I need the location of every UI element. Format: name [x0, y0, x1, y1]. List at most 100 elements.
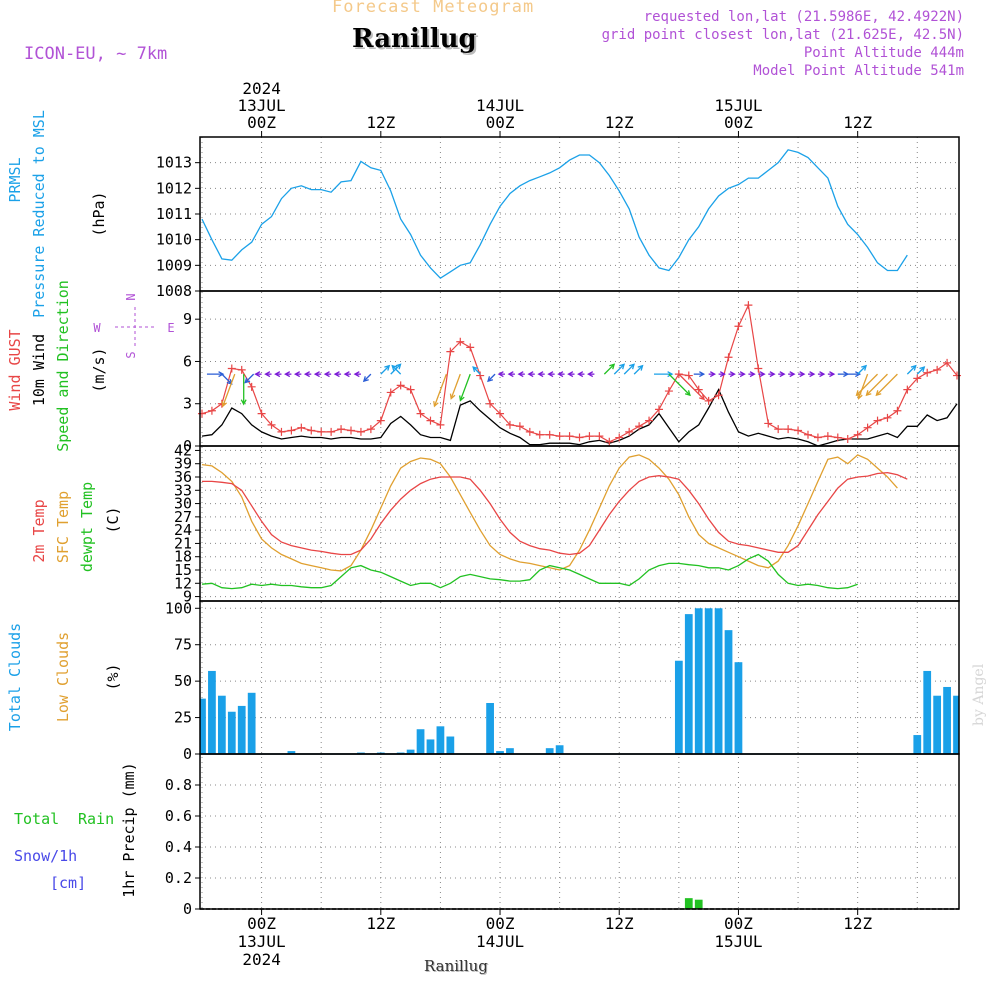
wind-arrow-shaft — [678, 373, 705, 400]
precip-snow-unit-label: [cm] — [50, 874, 86, 892]
wind-gust-marker — [833, 433, 842, 442]
wind-arrow-head — [699, 371, 706, 378]
wind-gust-marker — [923, 368, 932, 377]
wind-unit-label: (m/s) — [90, 347, 108, 392]
wind-arrow-head — [759, 371, 766, 378]
wind-arrow-head — [861, 364, 868, 371]
wind-gust-marker — [625, 427, 634, 436]
wind-arrow-head — [353, 371, 360, 378]
pressure-unit-label: (hPa) — [90, 191, 108, 236]
chart-subtitle: Forecast Meteogram — [332, 0, 535, 17]
wind-direction-arrow — [240, 374, 247, 406]
dewpoint-axis-label: dewpt Temp — [78, 482, 96, 572]
wind-arrow-head — [789, 371, 796, 378]
cloud-bar — [446, 736, 455, 754]
wind-gust-marker — [863, 423, 872, 432]
wind-arrow-head — [875, 390, 882, 397]
y-tick-label: 0 — [183, 745, 192, 763]
wind-gust-marker — [267, 420, 276, 429]
wind-gust-marker — [317, 427, 326, 436]
wind-direction-arrow — [916, 366, 926, 375]
wind-gust-marker — [684, 371, 693, 380]
cloud-bar — [943, 686, 951, 754]
wind-gust-marker — [297, 423, 306, 432]
y-tick-label: 15 — [174, 561, 192, 579]
y-tick-label: 33 — [174, 481, 192, 499]
wind-arrow-head — [667, 371, 674, 378]
compass-label: E — [167, 321, 174, 335]
cloud-bar — [694, 608, 703, 754]
sfc-temp-axis-label: SFC Temp — [54, 491, 72, 563]
wind-arrow-head — [240, 399, 247, 406]
y-tick-label: 27 — [174, 508, 192, 526]
y-tick-label: 1013 — [156, 154, 192, 172]
wind-arrow-head — [274, 371, 281, 378]
wind-direction-arrow — [768, 371, 776, 378]
wind-direction-arrow — [527, 371, 535, 378]
wind-gust-marker — [366, 425, 375, 434]
wind-gust-marker — [545, 430, 554, 439]
wind-gust-marker — [853, 430, 862, 439]
wind-gust-marker — [694, 385, 703, 394]
wind-arrow-shaft — [875, 373, 898, 396]
wind-gust-marker — [774, 425, 783, 434]
wind-direction-axis-label: Speed and Direction — [54, 280, 72, 452]
wind-direction-arrow — [837, 371, 850, 378]
wind-speed-line — [201, 388, 958, 447]
wind-direction-arrow — [758, 371, 766, 378]
wind-gust-marker — [883, 413, 892, 422]
cloud-bar — [227, 711, 236, 754]
bottom-time-label: 14JUL — [476, 932, 524, 951]
wind-gust-marker — [217, 399, 226, 408]
wind-gust-marker — [575, 433, 584, 442]
cloud-bar — [416, 729, 425, 754]
wind-arrow-head — [819, 371, 826, 378]
wind-gust-marker — [446, 347, 455, 356]
wind-direction-arrow — [788, 371, 796, 378]
wind-gust-marker — [416, 409, 425, 418]
wind-arrow-head — [384, 364, 391, 371]
wind-arrow-head — [919, 366, 926, 373]
wind-direction-arrow — [748, 371, 756, 378]
top-time-label: 15JUL — [714, 96, 762, 115]
precip-axis-label: 1hr Precip (mm) — [120, 762, 138, 897]
wind-gust-marker — [197, 409, 206, 418]
wind-arrow-head — [362, 376, 369, 383]
wind-gust-marker — [913, 374, 922, 383]
wind-direction-arrow — [323, 371, 332, 378]
wind-direction-arrow — [865, 373, 888, 397]
rain-bar — [684, 898, 693, 909]
cloud-bar — [200, 698, 206, 754]
wind-gust-marker — [456, 337, 465, 346]
y-tick-label: 36 — [174, 468, 192, 486]
cloud-bar — [496, 751, 504, 754]
wind-gust-marker — [287, 426, 296, 435]
wind-arrow-head — [749, 371, 756, 378]
wind-direction-arrow — [798, 371, 806, 378]
wind-gust-marker — [307, 426, 316, 435]
wind-direction-arrow — [738, 371, 746, 378]
y-tick-label: 9 — [183, 588, 192, 606]
wind-direction-arrow — [693, 371, 706, 378]
y-tick-label: 1012 — [156, 179, 192, 197]
wind-direction-arrow — [293, 371, 302, 378]
wind-gust-marker — [496, 409, 505, 418]
y-tick-label: 0.6 — [165, 807, 192, 825]
precip-snow-label: Snow/1h — [14, 847, 77, 865]
wind-arrow-head — [619, 363, 626, 370]
cloud-bar — [247, 692, 256, 754]
wind-gust-marker — [505, 420, 514, 429]
wind-direction-arrow — [380, 364, 391, 375]
temp-2m-line — [202, 471, 908, 556]
wind-direction-arrow — [807, 371, 816, 378]
wind-direction-arrow — [577, 371, 585, 378]
wind-arrow-shaft — [391, 365, 402, 375]
wind-gust-marker — [535, 430, 544, 439]
total-clouds-axis-label: Total Clouds — [6, 623, 24, 731]
wind-arrow-shaft — [459, 373, 471, 401]
wind-arrow-shaft — [221, 373, 233, 385]
wind-arrow-shaft — [450, 373, 461, 399]
wind-direction-arrow — [517, 371, 525, 378]
cloud-bar — [953, 695, 959, 754]
wind-direction-arrow — [264, 371, 272, 378]
